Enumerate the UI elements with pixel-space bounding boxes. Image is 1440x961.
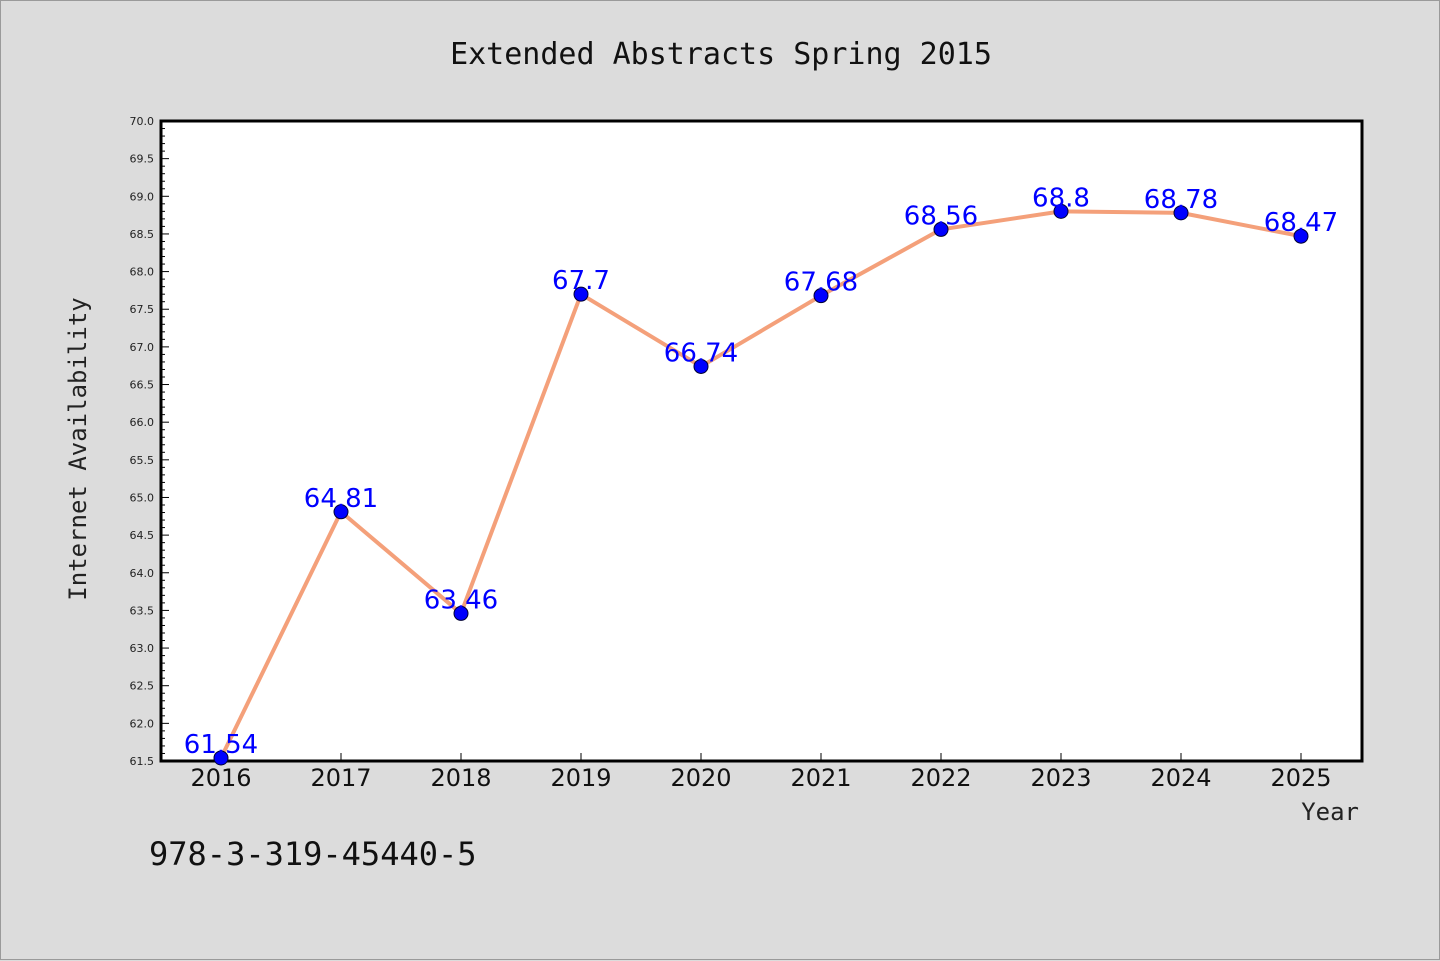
- x-axis-title: Year: [1301, 798, 1359, 826]
- data-point-marker: [213, 750, 229, 766]
- y-axis-title: Internet Availability: [64, 297, 92, 600]
- y-tick-label: 66.0: [130, 416, 155, 429]
- x-tick-label: 2016: [190, 764, 251, 792]
- data-label: 68.47: [1264, 208, 1338, 238]
- data-label: 64.81: [304, 484, 378, 514]
- data-label: 68.78: [1144, 185, 1218, 215]
- y-tick-label: 69.5: [130, 153, 155, 166]
- y-tick-label: 62.5: [130, 680, 155, 693]
- data-point-marker: [333, 504, 349, 520]
- y-tick-label: 61.5: [130, 755, 155, 768]
- data-label: 67.7: [552, 266, 610, 296]
- data-label: 63.46: [424, 585, 498, 615]
- x-tick-label: 2021: [790, 764, 851, 792]
- y-tick-label: 62.0: [130, 717, 155, 730]
- y-tick-label: 68.0: [130, 266, 155, 279]
- x-tick-label: 2024: [1150, 764, 1211, 792]
- y-tick-label: 63.0: [130, 642, 155, 655]
- data-point-marker: [693, 358, 709, 374]
- data-point-marker: [1173, 205, 1189, 221]
- data-label: 68.56: [904, 201, 978, 231]
- y-tick-label: 68.5: [130, 228, 155, 241]
- data-point-marker: [453, 605, 469, 621]
- data-label: 68.8: [1032, 183, 1090, 213]
- data-point-marker: [1053, 203, 1069, 219]
- data-label: 67.68: [784, 268, 858, 298]
- x-tick-label: 2025: [1270, 764, 1331, 792]
- y-tick-label: 65.5: [130, 454, 155, 467]
- chart-title: Extended Abstracts Spring 2015: [450, 37, 992, 72]
- y-tick-label: 67.5: [130, 303, 155, 316]
- isbn-note: 978-3-319-45440-5: [149, 835, 477, 873]
- x-tick-label: 2020: [670, 764, 731, 792]
- data-point-marker: [1293, 228, 1309, 244]
- data-label-group: 61.54 64.81 63.46 67.7 66.74 67.68 68.56 68.8 68…: [184, 183, 1338, 760]
- data-label: 66.74: [664, 338, 738, 368]
- data-label: 61.54: [184, 730, 258, 760]
- data-point-marker: [573, 286, 589, 302]
- data-point-marker: [813, 288, 829, 304]
- x-axis: 2016 2017 2018 2019 2020 2021 2022 2023 2024 2025: [190, 753, 1332, 792]
- y-tick-label: 67.0: [130, 341, 155, 354]
- y-tick-label: 69.0: [130, 190, 155, 203]
- x-tick-label: 2019: [550, 764, 611, 792]
- y-tick-label: 65.0: [130, 491, 155, 504]
- series-line-group: [219, 209, 1303, 760]
- x-tick-label: 2018: [430, 764, 491, 792]
- x-tick-label: 2023: [1030, 764, 1091, 792]
- series-line: [219, 209, 1303, 760]
- marker-group: [213, 203, 1309, 766]
- y-tick-label: 63.5: [130, 604, 155, 617]
- y-axis: 61.5 62.0 62.5 63.0 63.5 64.0 64.5 65.0 65.5 66.0…: [130, 115, 169, 768]
- x-tick-label: 2022: [910, 764, 971, 792]
- y-tick-label: 64.0: [130, 567, 155, 580]
- plot-area: [159, 119, 1364, 763]
- y-tick-label: 64.5: [130, 529, 155, 542]
- data-point-marker: [933, 221, 949, 237]
- x-tick-label: 2017: [310, 764, 371, 792]
- y-tick-label: 66.5: [130, 379, 155, 392]
- y-tick-label: 70.0: [130, 115, 155, 128]
